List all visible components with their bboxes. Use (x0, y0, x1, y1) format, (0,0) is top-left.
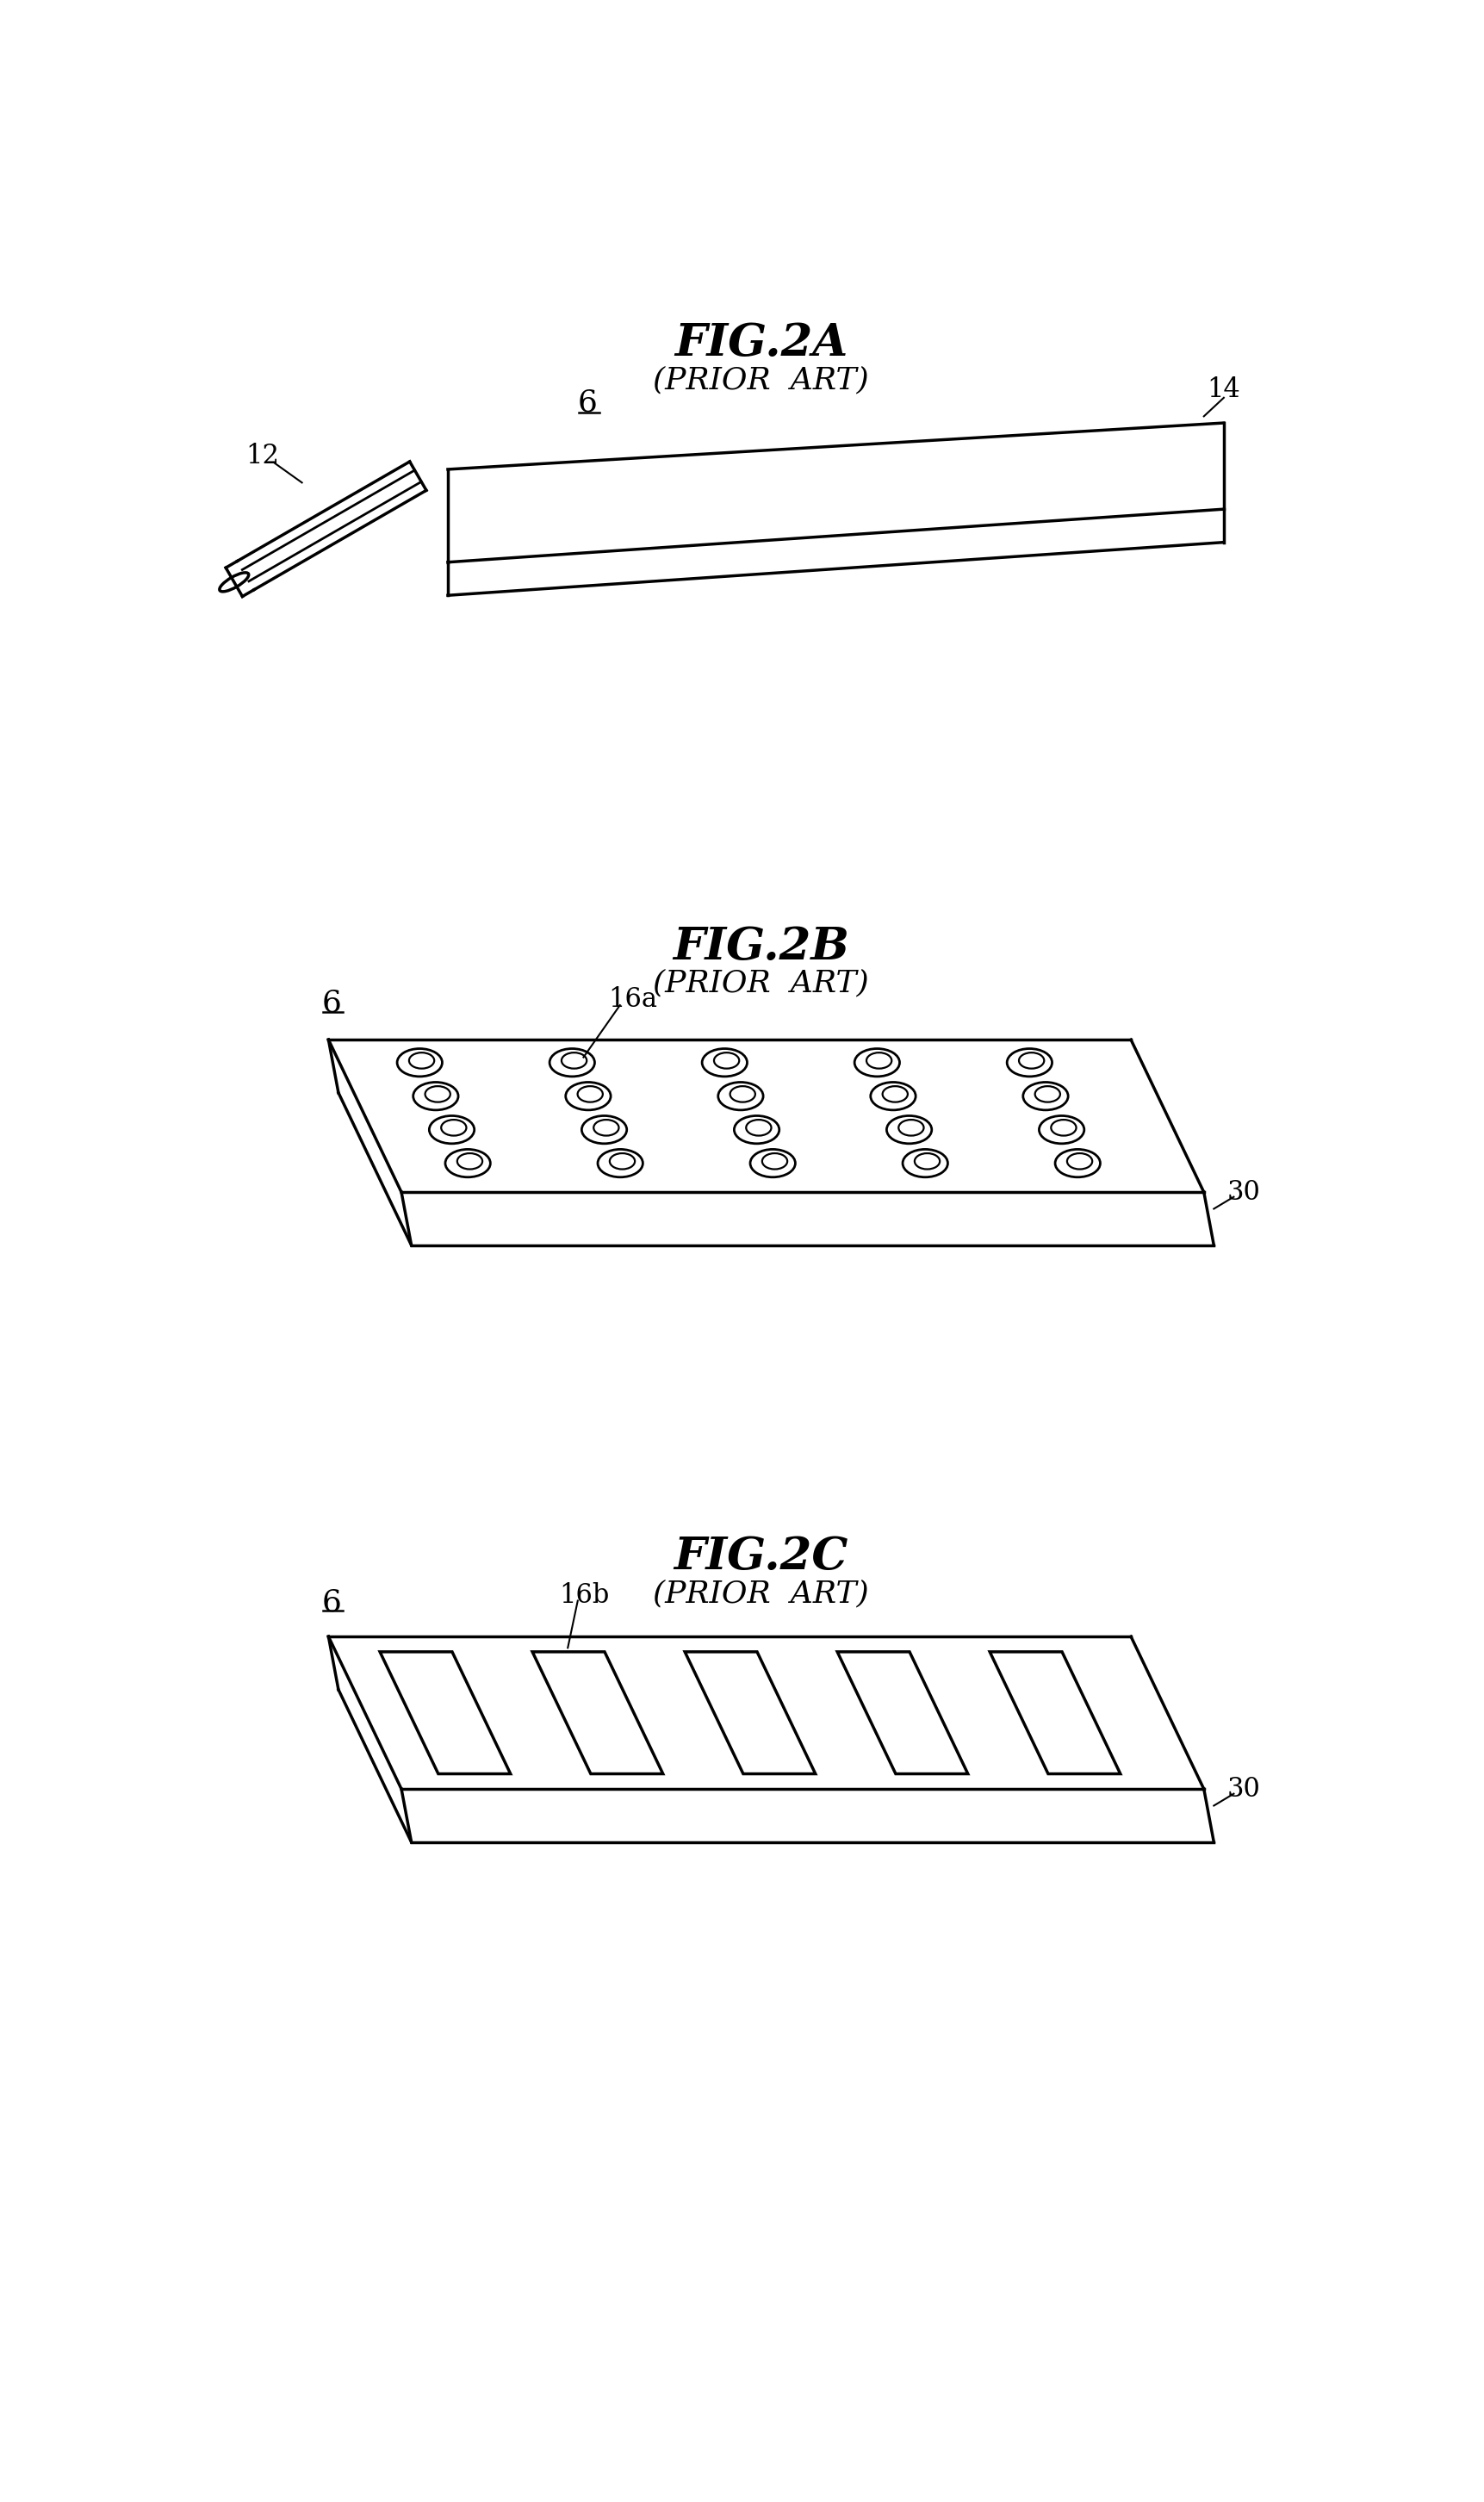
Text: 14: 14 (1206, 375, 1241, 403)
Text: FIG.2C: FIG.2C (674, 1536, 847, 1579)
Text: 6: 6 (577, 388, 597, 418)
Text: 6: 6 (322, 1586, 341, 1616)
Text: (PRIOR  ART): (PRIOR ART) (653, 968, 868, 998)
Text: 16b: 16b (559, 1581, 610, 1609)
Text: (PRIOR  ART): (PRIOR ART) (653, 365, 868, 395)
Text: FIG.2A: FIG.2A (674, 320, 847, 365)
Text: FIG.2B: FIG.2B (672, 926, 849, 968)
Text: 6: 6 (322, 988, 341, 1018)
Text: 16a: 16a (608, 986, 657, 1013)
Text: 30: 30 (1227, 1178, 1260, 1206)
Text: (PRIOR  ART): (PRIOR ART) (653, 1579, 868, 1609)
Text: 30: 30 (1227, 1776, 1260, 1801)
Text: 12: 12 (245, 443, 279, 470)
